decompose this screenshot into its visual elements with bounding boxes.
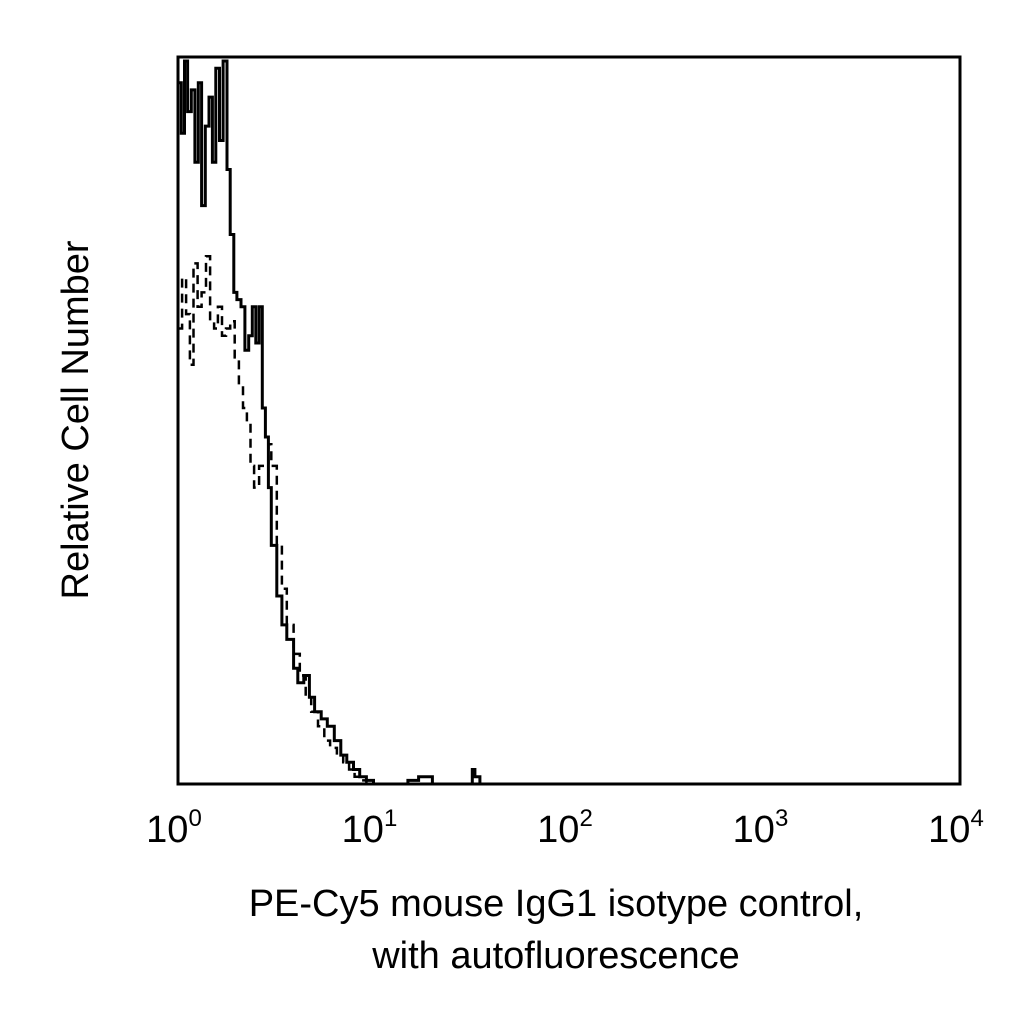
series-layer: [178, 59, 492, 786]
y-axis-title: Relative Cell Number: [55, 240, 97, 599]
x-axis-title-line-2: with autofluorescence: [371, 935, 740, 977]
series-solid-line: [178, 59, 492, 786]
x-tick-label: 103: [733, 805, 789, 851]
x-tick-label: 100: [146, 805, 202, 851]
x-tick-layer: 100 101 102 103 104: [146, 805, 984, 851]
x-axis-title-line-1: PE-Cy5 mouse IgG1 isotype control,: [249, 883, 864, 925]
x-tick-label: 101: [342, 805, 398, 851]
x-tick-label: 104: [928, 805, 984, 851]
x-tick-label: 102: [537, 805, 593, 851]
series-dashed-line: [178, 254, 374, 786]
plot-frame: [176, 55, 962, 786]
